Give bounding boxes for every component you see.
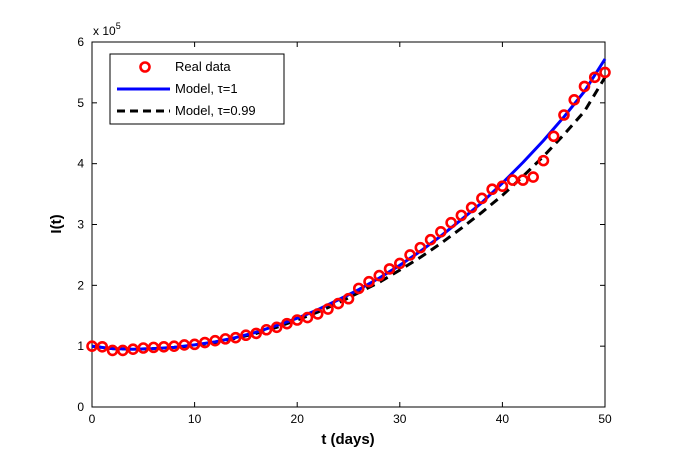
- data-point-real-data: [250, 327, 262, 340]
- data-point-real-data: [270, 321, 283, 334]
- data-point-real-data: [188, 338, 201, 351]
- data-point-real-data: [301, 311, 314, 324]
- y-tick-label: 4: [77, 157, 84, 171]
- x-axis-label: t (days): [321, 431, 374, 448]
- data-point-real-data: [281, 317, 293, 330]
- data-point-real-data: [260, 323, 273, 336]
- x-tick-label: 10: [188, 412, 202, 426]
- data-point-real-data: [209, 334, 221, 347]
- data-point-real-data: [527, 171, 539, 183]
- y-tick-label: 1: [77, 339, 84, 353]
- data-point-real-data: [435, 226, 447, 238]
- data-point-real-data: [517, 174, 529, 186]
- x-tick-label: 20: [291, 412, 305, 426]
- data-point-real-data: [547, 130, 560, 143]
- data-point-real-data: [578, 80, 591, 93]
- legend-label-real-data: Real data: [175, 59, 231, 74]
- data-point-real-data: [352, 282, 365, 295]
- y-axis-multiplier: x 105: [93, 21, 121, 38]
- y-tick-label: 6: [77, 35, 84, 49]
- data-point-real-data: [455, 209, 468, 222]
- data-point-real-data: [588, 71, 601, 84]
- legend-label-model-tau-1: Model, τ=1: [175, 81, 238, 96]
- x-tick-label: 50: [598, 412, 612, 426]
- y-axis-multiplier-exponent: 5: [116, 21, 121, 31]
- data-point-real-data: [404, 249, 416, 261]
- legend-entry-real-data: Real data: [139, 59, 231, 74]
- data-point-real-data: [332, 297, 345, 310]
- data-point-real-data: [424, 233, 437, 246]
- data-point-real-data: [476, 192, 488, 205]
- data-point-real-data: [168, 340, 180, 352]
- data-point-real-data: [568, 93, 581, 106]
- y-axis-label: I(t): [48, 214, 65, 233]
- legend-marker-real-data: [139, 61, 151, 73]
- data-point-real-data: [199, 336, 211, 349]
- y-tick-label: 3: [77, 218, 84, 232]
- data-point-real-data: [599, 66, 611, 79]
- x-tick-label: 40: [496, 412, 510, 426]
- data-point-real-data: [373, 269, 386, 282]
- data-point-real-data: [240, 329, 252, 342]
- data-point-real-data: [383, 263, 396, 275]
- data-point-real-data: [291, 314, 304, 326]
- data-point-real-data: [229, 331, 242, 344]
- data-point-real-data: [393, 257, 406, 270]
- legend: Real data Model, τ=1 Model, τ=0.99: [109, 53, 285, 125]
- data-point-real-data: [96, 340, 109, 353]
- y-tick-label: 0: [77, 400, 84, 414]
- data-point-real-data: [342, 292, 355, 305]
- y-axis-multiplier-base: x 10: [93, 24, 116, 38]
- y-tick-label: 2: [77, 278, 84, 292]
- data-point-real-data: [558, 109, 570, 121]
- data-point-real-data: [116, 344, 129, 357]
- data-point-real-data: [465, 201, 478, 214]
- series-layer: [86, 58, 611, 357]
- x-tick-label: 0: [89, 412, 96, 426]
- data-point-real-data: [414, 241, 427, 254]
- x-tick-label: 30: [393, 412, 407, 426]
- data-point-real-data: [311, 308, 324, 320]
- y-tick-label: 5: [77, 96, 84, 110]
- data-point-real-data: [322, 303, 334, 315]
- data-point-real-data: [363, 275, 375, 288]
- axis-ticks: 0 10 20 30 40 50 0 1 2 3 4 5 6: [77, 35, 612, 426]
- data-point-real-data: [496, 180, 509, 192]
- legend-entry-model-tau-099: Model, τ=0.99: [117, 103, 256, 118]
- data-point-real-data: [127, 343, 139, 356]
- legend-entry-model-tau-1: Model, τ=1: [117, 81, 238, 96]
- legend-label-model-tau-099: Model, τ=0.99: [175, 103, 256, 118]
- data-point-real-data: [445, 216, 457, 229]
- data-point-real-data: [219, 333, 232, 345]
- data-point-real-data: [537, 154, 550, 167]
- data-point-real-data: [486, 183, 498, 196]
